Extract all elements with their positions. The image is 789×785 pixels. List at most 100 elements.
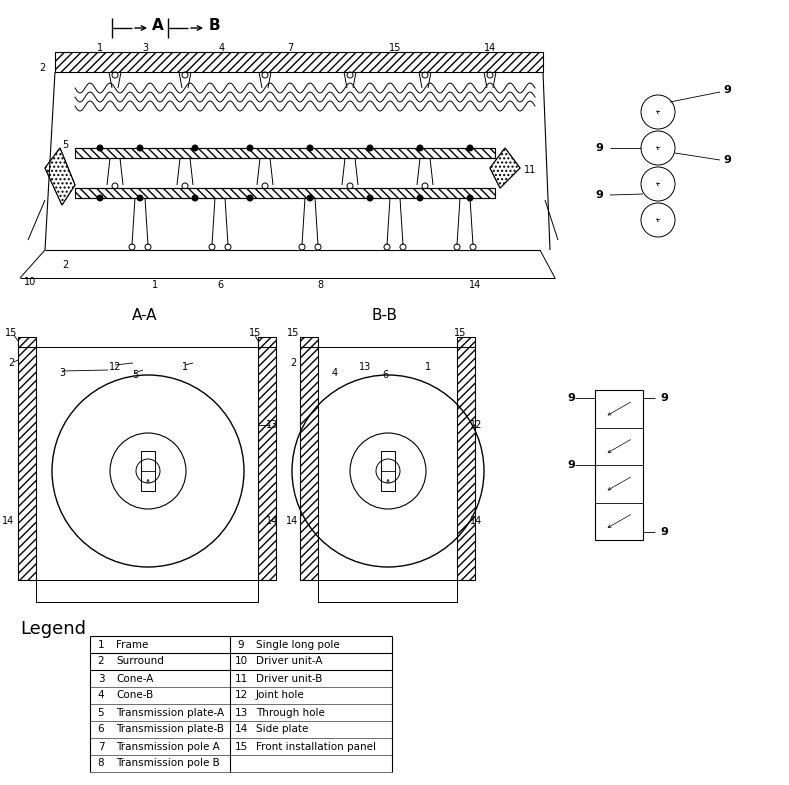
Text: 9: 9 [660, 527, 667, 537]
Text: 1: 1 [152, 280, 158, 290]
Text: 15: 15 [5, 328, 17, 338]
Text: 9: 9 [723, 155, 731, 165]
Text: 2: 2 [290, 358, 296, 368]
Text: 14: 14 [469, 280, 481, 290]
Text: A-A: A-A [133, 309, 158, 323]
Polygon shape [45, 148, 75, 205]
Text: Front installation panel: Front installation panel [256, 742, 376, 751]
Text: 9: 9 [660, 393, 667, 403]
Circle shape [417, 195, 423, 201]
Text: 5: 5 [62, 140, 68, 150]
Text: 9: 9 [595, 190, 603, 200]
Text: 1: 1 [425, 362, 431, 372]
Text: 1: 1 [98, 640, 104, 649]
Text: 6: 6 [217, 280, 223, 290]
Text: 10: 10 [24, 277, 36, 287]
Polygon shape [490, 148, 520, 188]
Text: 12: 12 [109, 362, 122, 372]
Bar [595, 390, 643, 540]
Text: 5: 5 [98, 707, 104, 717]
Text: 15: 15 [249, 328, 261, 338]
Text: 9: 9 [567, 460, 575, 470]
Text: 1: 1 [182, 362, 188, 372]
Circle shape [417, 145, 423, 151]
Text: Transmission plate-A: Transmission plate-A [116, 707, 224, 717]
Circle shape [367, 145, 373, 151]
Text: 9: 9 [723, 85, 731, 95]
Text: 7: 7 [98, 742, 104, 751]
Text: A: A [152, 19, 164, 34]
Text: Through hole: Through hole [256, 707, 325, 717]
Text: 15: 15 [389, 43, 401, 53]
Text: 13: 13 [266, 420, 279, 430]
Text: 14: 14 [266, 516, 279, 526]
Text: Driver unit-B: Driver unit-B [256, 674, 323, 684]
Text: 13: 13 [234, 707, 248, 717]
Text: Cone-A: Cone-A [116, 674, 153, 684]
Text: B-B: B-B [372, 309, 398, 323]
Text: 4: 4 [219, 43, 225, 53]
Text: Transmission plate-B: Transmission plate-B [116, 725, 224, 735]
Circle shape [192, 195, 198, 201]
Text: 5: 5 [132, 370, 138, 380]
Bar [457, 337, 475, 347]
Bar [18, 345, 36, 580]
Text: Legend: Legend [20, 620, 86, 638]
Text: Frame: Frame [116, 640, 148, 649]
Bar [258, 337, 276, 347]
Text: Transmission pole B: Transmission pole B [116, 758, 220, 769]
Bar [55, 52, 543, 72]
Text: Cone-B: Cone-B [116, 691, 153, 700]
Text: 3: 3 [59, 368, 65, 378]
Text: Single long pole: Single long pole [256, 640, 340, 649]
Text: 8: 8 [98, 758, 104, 769]
Circle shape [247, 145, 253, 151]
Bar [75, 188, 495, 198]
Bar [18, 337, 36, 347]
Text: 13: 13 [359, 362, 371, 372]
Text: 8: 8 [317, 280, 323, 290]
Text: 14: 14 [484, 43, 496, 53]
Circle shape [307, 195, 313, 201]
Circle shape [137, 195, 143, 201]
Text: 2: 2 [98, 656, 104, 666]
Text: 3: 3 [142, 43, 148, 53]
Bar [381, 451, 395, 491]
Bar [141, 451, 155, 491]
Text: 9: 9 [237, 640, 245, 649]
Text: 4: 4 [332, 368, 338, 378]
Text: 14: 14 [470, 516, 482, 526]
Text: 1: 1 [97, 43, 103, 53]
Text: Surround: Surround [116, 656, 164, 666]
Bar [258, 345, 276, 580]
Circle shape [247, 195, 253, 201]
Bar [457, 345, 475, 580]
Circle shape [97, 145, 103, 151]
Circle shape [137, 145, 143, 151]
Circle shape [367, 195, 373, 201]
Text: B: B [208, 19, 220, 34]
Bar [318, 580, 457, 602]
Text: 2: 2 [8, 358, 14, 368]
Circle shape [192, 145, 198, 151]
Circle shape [467, 145, 473, 151]
Text: 6: 6 [98, 725, 104, 735]
Text: 11: 11 [234, 674, 248, 684]
Circle shape [307, 145, 313, 151]
Text: 12: 12 [469, 420, 482, 430]
Text: 14: 14 [286, 516, 298, 526]
Text: 15: 15 [454, 328, 466, 338]
Text: Joint hole: Joint hole [256, 691, 305, 700]
Text: 15: 15 [234, 742, 248, 751]
Text: 2: 2 [62, 260, 68, 270]
Circle shape [97, 195, 103, 201]
Bar [300, 337, 318, 347]
Text: 14: 14 [234, 725, 248, 735]
Text: 3: 3 [98, 674, 104, 684]
Text: Driver unit-A: Driver unit-A [256, 656, 323, 666]
Text: 6: 6 [382, 370, 388, 380]
Text: 12: 12 [234, 691, 248, 700]
Text: 11: 11 [524, 165, 536, 175]
Text: 15: 15 [287, 328, 299, 338]
Text: 14: 14 [2, 516, 14, 526]
